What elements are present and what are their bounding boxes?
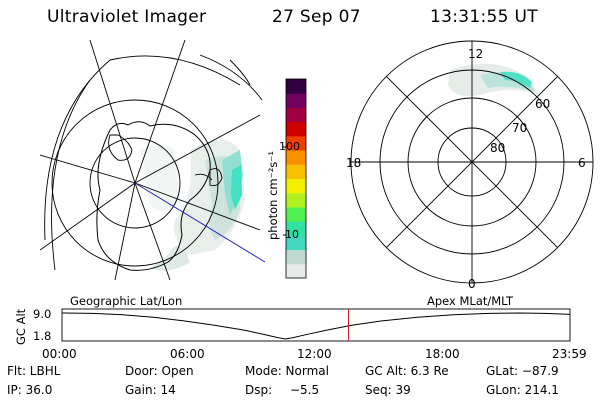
glat-readout: GLat: −87.9 — [486, 364, 559, 378]
timeline-y-tick-top: 9.0 — [33, 307, 51, 321]
latitude-circle — [51, 99, 219, 267]
terminator-line — [134, 182, 266, 263]
ip-readout: IP: 36.0 — [7, 383, 52, 397]
observation-time: 13:31:55 UT — [430, 7, 538, 27]
colorbar-swatch — [286, 206, 306, 222]
colorbar-swatch — [286, 263, 306, 279]
timeline-x-tick: 23:59 — [552, 347, 587, 361]
colorbar-tick-10: 10 — [285, 228, 299, 241]
seq-readout: Seq: 39 — [365, 383, 411, 397]
mlt-label-12: 12 — [468, 47, 483, 61]
mlat-label-70: 70 — [512, 121, 527, 135]
colorbar-swatch — [286, 93, 306, 108]
colorbar-swatch — [286, 107, 306, 123]
observation-date: 27 Sep 07 — [272, 7, 361, 27]
mlat-label-60: 60 — [535, 97, 550, 111]
dsp-label: Dsp: — [245, 383, 272, 397]
instrument-title: Ultraviolet Imager — [47, 7, 207, 27]
colorbar-swatch — [286, 150, 306, 165]
timeline-frame — [61, 308, 571, 342]
timeline-y-axis-label: GC Alt — [14, 308, 28, 345]
colorbar-swatch — [286, 135, 306, 151]
colorbar-swatch — [286, 79, 306, 94]
aurora-emission-polar — [448, 63, 540, 97]
mlt-label-0: 0 — [468, 277, 476, 291]
dsp-value: −5.5 — [290, 383, 319, 397]
geographic-map-panel — [40, 40, 266, 280]
timeline-x-tick: 18:00 — [425, 347, 460, 361]
filter-readout: Flt: LBHL — [7, 364, 61, 378]
timeline-x-tick: 00:00 — [42, 347, 77, 361]
gain-readout: Gain: 14 — [125, 383, 176, 397]
colorbar-unit-label: photon cm⁻²s⁻¹ — [266, 151, 280, 240]
timeline-x-tick: 12:00 — [297, 347, 332, 361]
altitude-timeline — [61, 308, 571, 342]
altitude-curve — [61, 312, 571, 340]
colorbar-swatch — [286, 249, 306, 265]
colorbar-swatch — [286, 192, 306, 208]
colorbar-swatch — [286, 178, 306, 194]
polar-mlt-panel — [350, 40, 594, 284]
mode-readout: Mode: Normal — [245, 364, 329, 378]
colorbar-swatch — [286, 221, 306, 236]
timeline-y-tick-bottom: 1.8 — [33, 329, 51, 343]
glon-readout: GLon: 214.1 — [486, 383, 559, 397]
mlt-label-18: 18 — [346, 156, 361, 170]
geographic-panel-label: Geographic Lat/Lon — [70, 294, 182, 308]
colorbar-swatch — [286, 164, 306, 179]
colorbar-swatch — [286, 121, 306, 137]
aurora-emission-geo — [140, 140, 245, 271]
colorbar-swatch — [286, 235, 306, 251]
mlt-label-6: 6 — [578, 156, 586, 170]
color-bar — [283, 78, 307, 279]
colorbar-tick-100: 100 — [279, 140, 300, 153]
mlat-label-80: 80 — [490, 141, 505, 155]
polar-panel-label: Apex MLat/MLT — [427, 294, 514, 308]
timeline-x-tick: 06:00 — [170, 347, 205, 361]
gc-alt-readout: GC Alt: 6.3 Re — [365, 364, 449, 378]
antarctica-coastline — [96, 121, 211, 271]
door-readout: Door: Open — [125, 364, 194, 378]
colorbar-frame — [285, 78, 307, 279]
